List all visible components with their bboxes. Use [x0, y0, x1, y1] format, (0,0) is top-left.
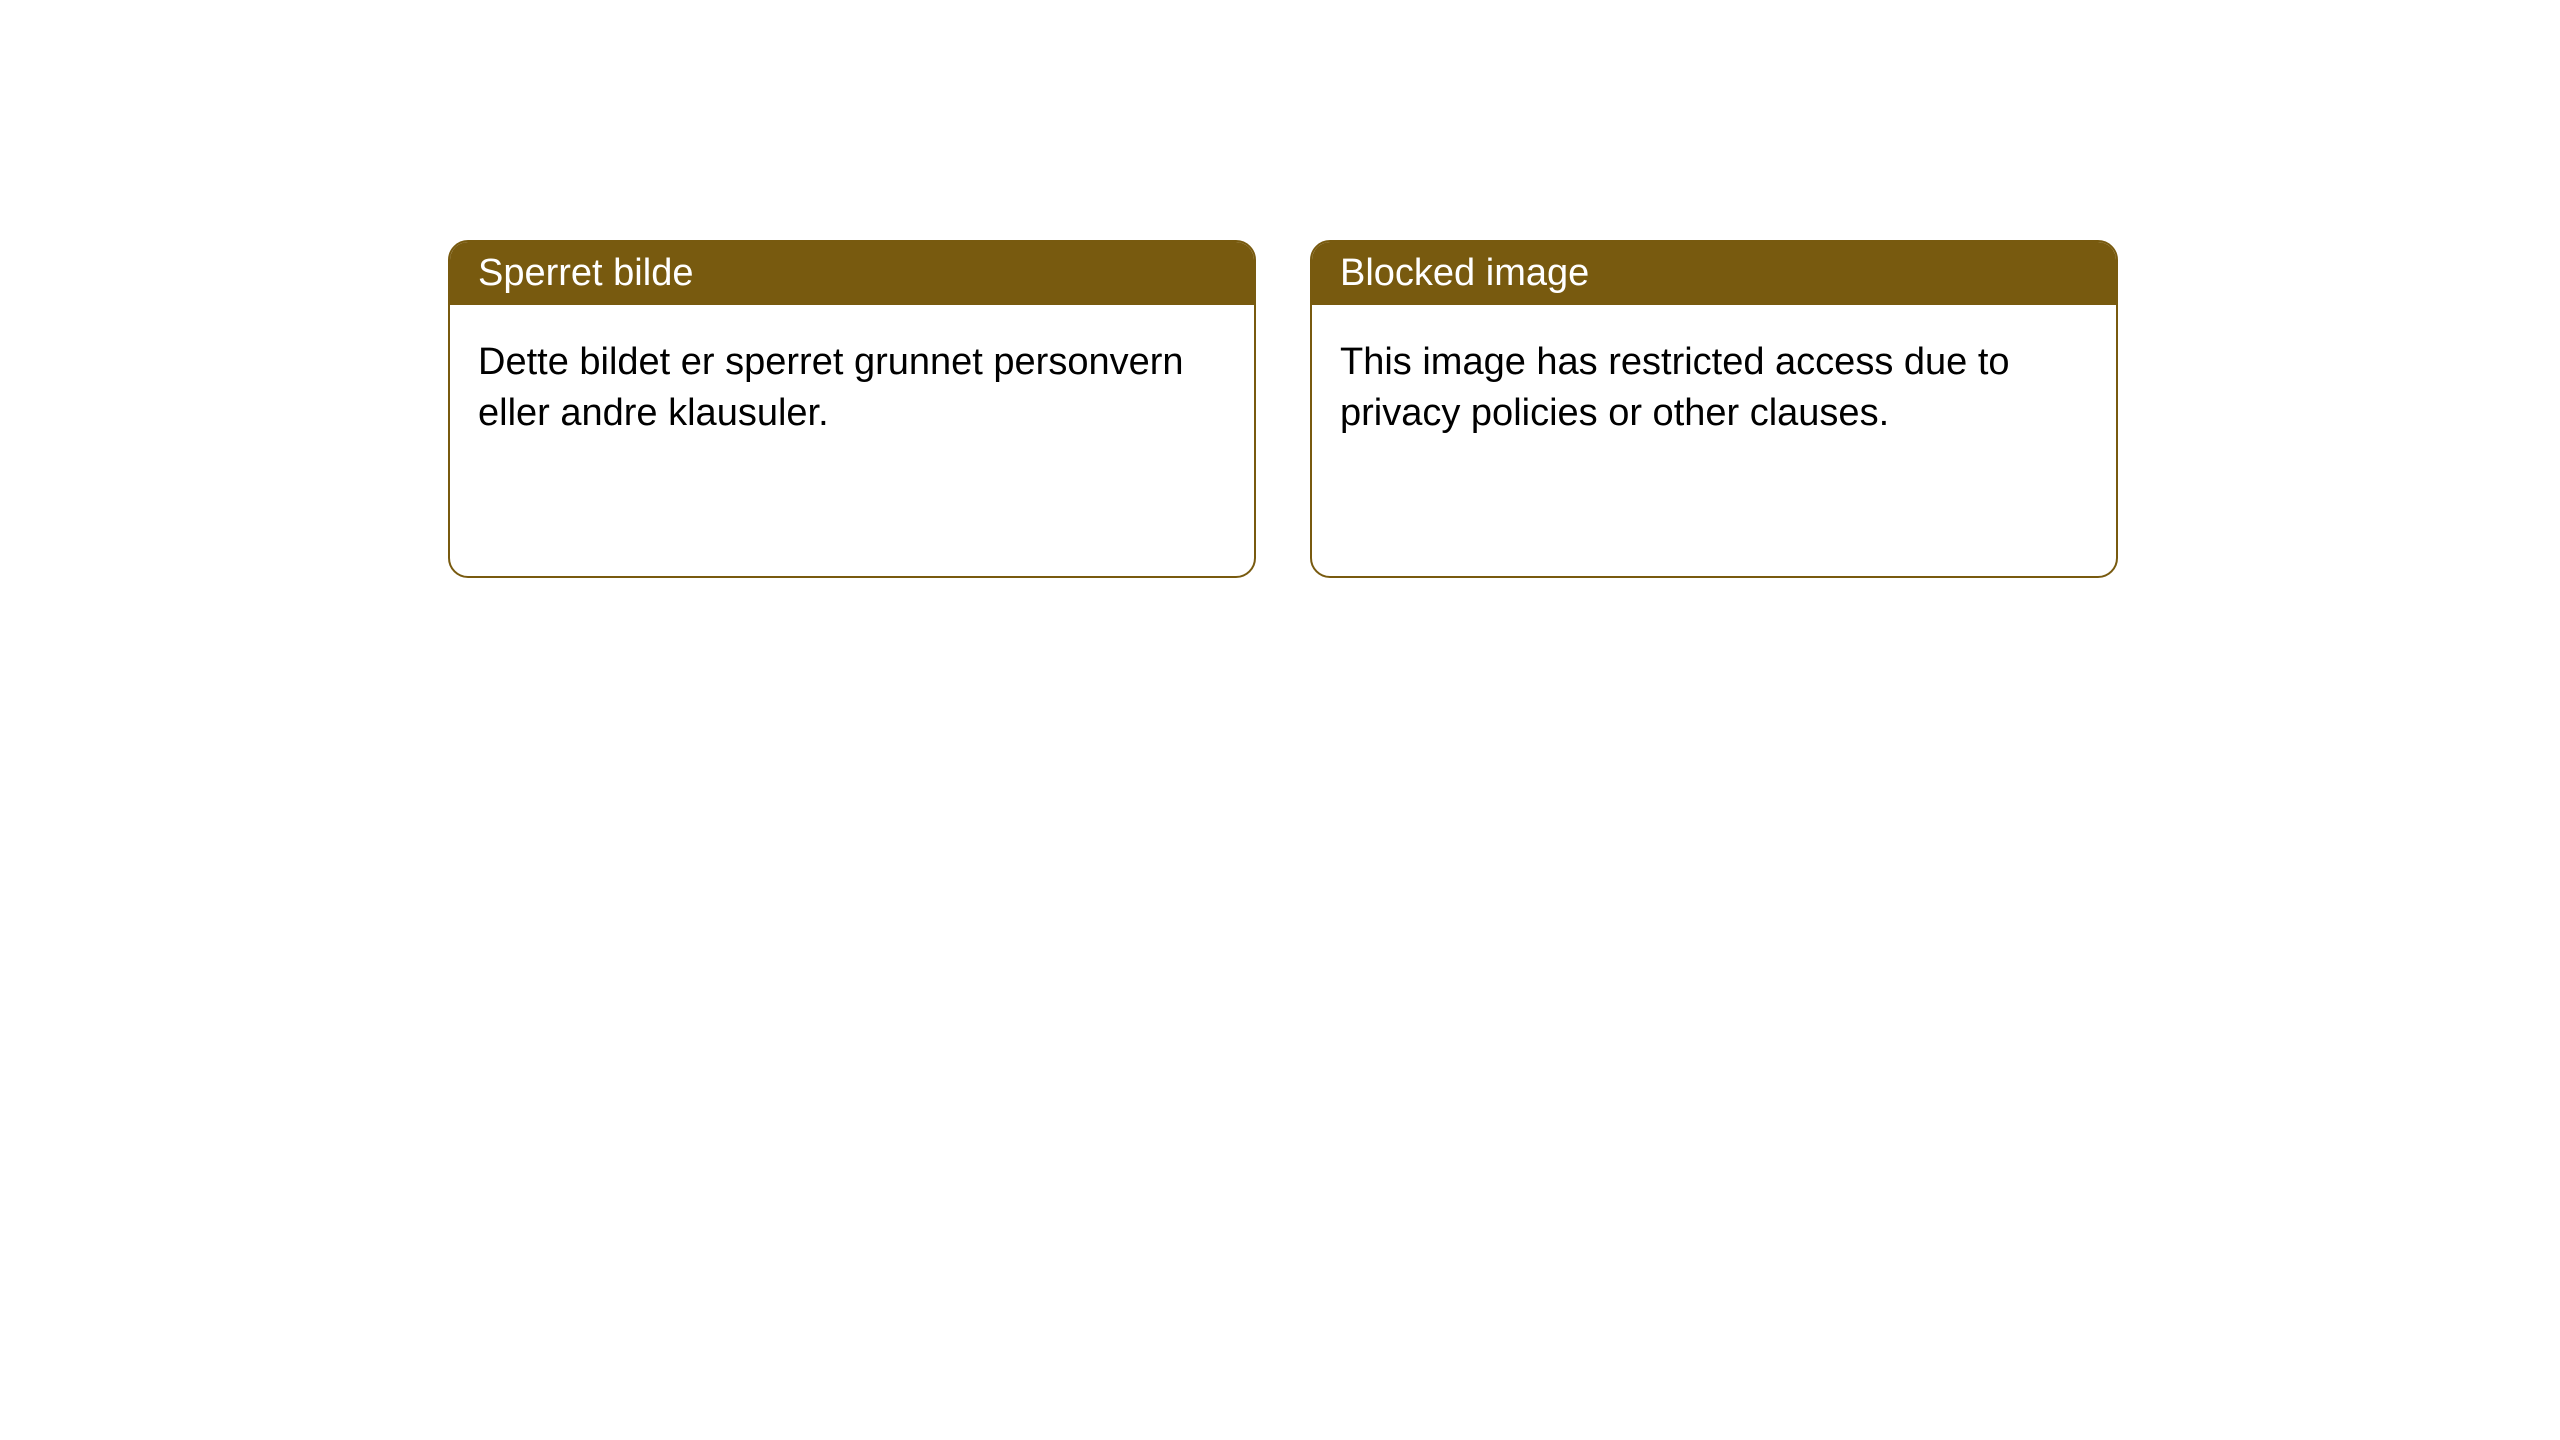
- notice-card-en: Blocked image This image has restricted …: [1310, 240, 2118, 578]
- notice-header-en: Blocked image: [1312, 242, 2116, 305]
- notice-container: Sperret bilde Dette bildet er sperret gr…: [0, 0, 2560, 578]
- notice-body-no: Dette bildet er sperret grunnet personve…: [450, 305, 1254, 472]
- notice-header-no: Sperret bilde: [450, 242, 1254, 305]
- notice-card-no: Sperret bilde Dette bildet er sperret gr…: [448, 240, 1256, 578]
- notice-body-en: This image has restricted access due to …: [1312, 305, 2116, 472]
